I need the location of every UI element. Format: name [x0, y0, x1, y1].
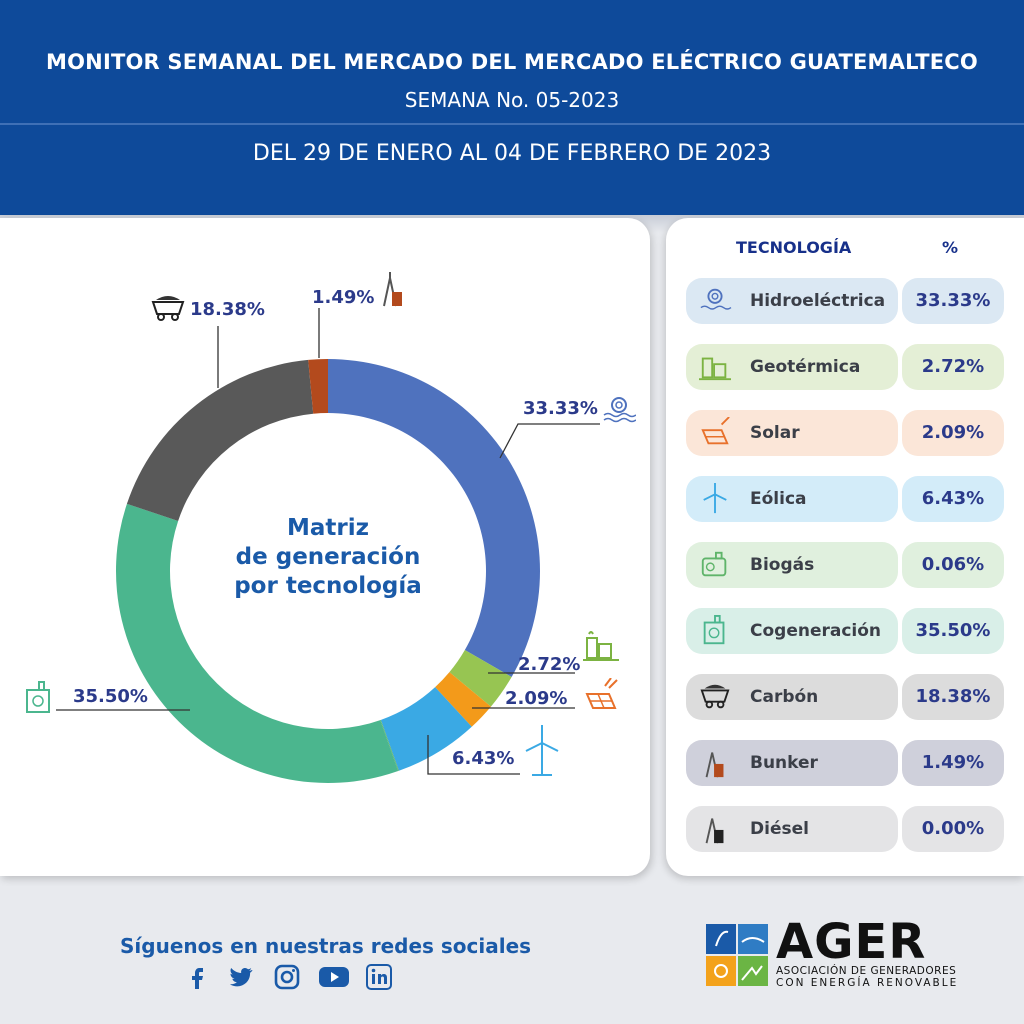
- table-row: Solar 2.09%: [686, 410, 1004, 456]
- bunker-icon: [383, 272, 402, 307]
- diesel-icon: [705, 818, 724, 844]
- table-row: Eólica 6.43%: [686, 476, 1004, 522]
- tech-name-pill: [686, 674, 898, 720]
- tech-name: Geotérmica: [750, 357, 861, 377]
- tech-name-pill: [686, 344, 898, 390]
- date-range: DEL 29 DE ENERO AL 04 DE FEBRERO DE 2023: [252, 141, 772, 166]
- ager-logo: AGER ASOCIACIÓN DE GENERADORES CON ENERG…: [706, 914, 976, 990]
- center-label-line-2: de generación: [235, 544, 421, 570]
- tech-percent: 0.00%: [902, 806, 1004, 852]
- column-header-percent: %: [942, 238, 959, 257]
- hydro-icon: [700, 288, 732, 310]
- instagram-icon[interactable]: [274, 964, 300, 990]
- header-divider: [0, 123, 1024, 125]
- label-hidro: 33.33%: [523, 398, 598, 419]
- table-row: Geotérmica 2.72%: [686, 344, 1004, 390]
- tech-name-pill: [686, 278, 898, 324]
- hydro-icon: [603, 397, 636, 423]
- tech-percent: 2.09%: [902, 410, 1004, 456]
- linkedin-icon[interactable]: [366, 964, 392, 990]
- tech-name-pill: [686, 542, 898, 588]
- technology-table: TECNOLOGÍA % Hidroeléctrica 33.33% Geotérm…: [666, 218, 1024, 876]
- tech-name: Hidroeléctrica: [750, 291, 886, 311]
- slice-solar: [435, 672, 491, 727]
- slice-bunker: [308, 359, 328, 414]
- tech-name-pill: [686, 740, 898, 786]
- solar-panel-icon: [585, 678, 618, 709]
- header-banner: MONITOR SEMANAL DEL MERCADO DEL MERCADO …: [0, 0, 1024, 215]
- page-title: MONITOR SEMANAL DEL MERCADO DEL MERCADO …: [46, 50, 978, 74]
- tech-percent: 1.49%: [902, 740, 1004, 786]
- cogeneration-icon: [26, 681, 50, 713]
- chart-center-label: Matriz de generación por tecnología: [200, 514, 456, 601]
- solar-panel-icon: [701, 417, 730, 445]
- geothermal-icon: [699, 357, 731, 381]
- youtube-icon[interactable]: [318, 964, 350, 990]
- week-label: SEMANA No. 05-2023: [404, 88, 620, 112]
- tech-percent: 0.06%: [902, 542, 1004, 588]
- slice-eolica: [380, 687, 472, 771]
- bunker-icon: [705, 752, 724, 778]
- ager-logo-sub2: CON ENERGÍA RENOVABLE: [776, 977, 959, 989]
- tech-name: Solar: [750, 423, 800, 443]
- slice-geotermica: [449, 649, 512, 707]
- table-row: Carbón 18.38%: [686, 674, 1004, 720]
- table-row: Bunker 1.49%: [686, 740, 1004, 786]
- table-row: Cogeneración 35.50%: [686, 608, 1004, 654]
- wind-turbine-icon: [525, 725, 559, 776]
- center-label-line-1: Matriz: [286, 515, 370, 541]
- slice-carbon: [126, 359, 314, 521]
- tech-name: Bunker: [750, 753, 818, 773]
- slice-hidroelectrica: [328, 359, 540, 677]
- tech-name-pill: [686, 608, 898, 654]
- tech-percent: 33.33%: [902, 278, 1004, 324]
- table-row: Diésel 0.00%: [686, 806, 1004, 852]
- tech-name-pill: [686, 410, 898, 456]
- tech-name: Carbón: [750, 687, 819, 707]
- chart-card: Matriz de generación por tecnología 33.3…: [0, 218, 650, 876]
- tech-name-pill: [686, 476, 898, 522]
- biogas-icon: [701, 551, 727, 577]
- slice-biogas: [380, 719, 399, 772]
- label-solar: 2.09%: [505, 688, 568, 709]
- wind-turbine-icon: [703, 483, 727, 514]
- follow-text: Síguenos en nuestras redes sociales: [120, 934, 532, 958]
- table-row: Hidroeléctrica 33.33%: [686, 278, 1004, 324]
- ager-logo-sub1: ASOCIACIÓN DE GENERADORES: [776, 965, 957, 977]
- label-geotermica: 2.72%: [518, 654, 581, 675]
- label-bunker: 1.49%: [312, 287, 375, 308]
- tech-name: Diésel: [750, 819, 809, 839]
- facebook-icon[interactable]: [184, 964, 210, 990]
- slice-cogeneracion: [115, 503, 399, 783]
- geothermal-icon: [583, 631, 619, 661]
- tech-name: Eólica: [750, 489, 807, 509]
- label-eolica: 6.43%: [452, 748, 515, 769]
- column-header-technology: TECNOLOGÍA: [736, 238, 852, 257]
- twitter-icon[interactable]: [228, 964, 254, 990]
- donut-chart: [115, 359, 540, 783]
- ager-logo-mark: [706, 924, 768, 986]
- tech-name: Biogás: [750, 555, 815, 575]
- tech-percent: 35.50%: [902, 608, 1004, 654]
- coal-cart-icon: [151, 296, 185, 321]
- tech-name-pill: [686, 806, 898, 852]
- cogeneration-icon: [703, 615, 725, 645]
- center-label-line-3: por tecnología: [234, 573, 422, 599]
- tech-percent: 6.43%: [902, 476, 1004, 522]
- label-cogeneracion: 35.50%: [73, 686, 148, 707]
- callout-lines: [56, 308, 600, 775]
- table-row: Biogás 0.06%: [686, 542, 1004, 588]
- ager-logo-word: AGER: [776, 914, 927, 970]
- coal-cart-icon: [700, 684, 730, 709]
- tech-percent: 2.72%: [902, 344, 1004, 390]
- tech-percent: 18.38%: [902, 674, 1004, 720]
- tech-name: Cogeneración: [750, 621, 882, 641]
- label-carbon: 18.38%: [190, 299, 265, 320]
